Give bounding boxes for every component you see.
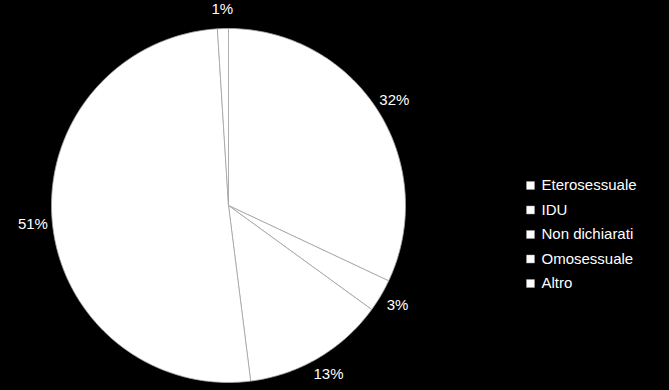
svg-text:3%: 3% — [387, 296, 409, 313]
svg-text:1%: 1% — [211, 0, 233, 17]
svg-text:Eterosessuale: Eterosessuale — [542, 176, 637, 193]
svg-text:Altro: Altro — [542, 274, 573, 291]
svg-text:51%: 51% — [18, 215, 48, 232]
svg-text:Omosessuale: Omosessuale — [542, 250, 634, 267]
svg-text:IDU: IDU — [542, 201, 568, 218]
svg-text:13%: 13% — [313, 365, 343, 382]
svg-text:Non dichiarati: Non dichiarati — [542, 225, 634, 242]
svg-text:32%: 32% — [379, 91, 409, 108]
